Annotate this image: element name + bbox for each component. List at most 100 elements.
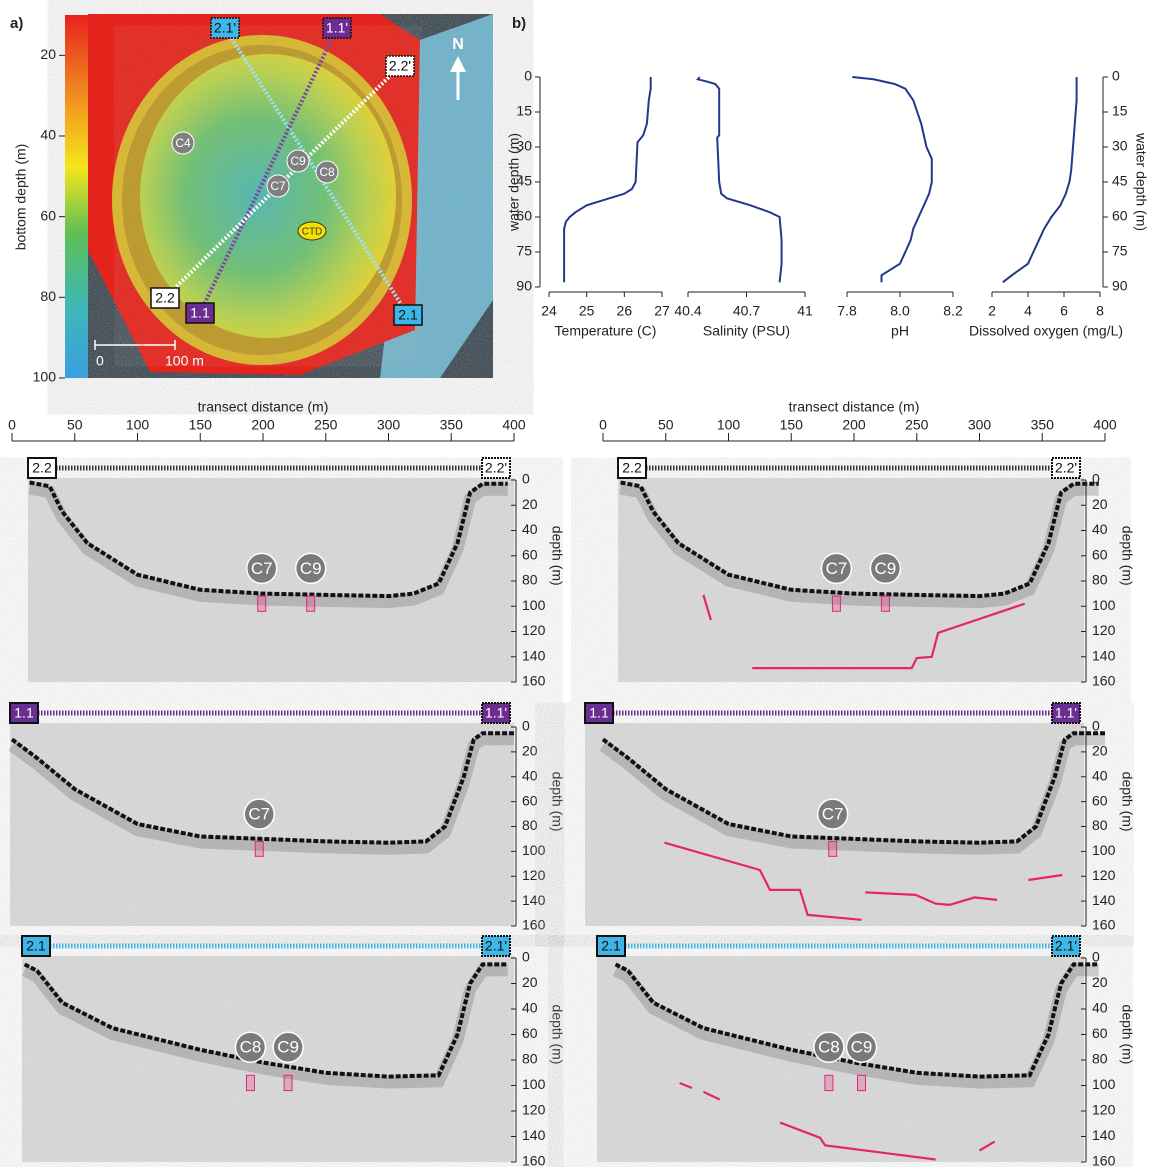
x-tick-label: 40.4 [674,303,701,319]
y-tick-label: 140 [522,647,546,663]
y-tick-label: 0 [522,471,530,487]
horizon-line [702,1090,721,1101]
profile-line [852,76,933,283]
core-marker [272,1031,304,1063]
seismic-noise [597,956,1084,1162]
transect-end [481,702,511,724]
core-box [306,595,316,612]
transect-label: 2.1 [398,307,418,323]
y-tick-label: 100 [33,369,57,385]
y-tick-label: 20 [40,46,56,62]
y-tick-label: 0 [1092,471,1100,487]
seismic-noise [618,478,1084,682]
core-label: C7 [251,559,273,578]
y-tick-label: 0 [522,718,530,734]
horizon-line [779,1121,936,1161]
transect-marker [150,287,180,309]
transect-label: 2.1' [214,20,236,36]
colorbar [65,15,88,378]
y-tick-label: 40 [522,521,538,537]
site-marker [266,174,290,198]
horizon-line [702,594,712,621]
y-axis-label: depth (m) [1119,1005,1135,1065]
x-axis-label: Salinity (PSU) [703,323,790,339]
transect-label: 1.1 [190,305,210,321]
x-tick-label: 250 [905,417,929,433]
y-tick-label: 160 [1092,1153,1116,1167]
y-tick-label: 40 [1092,767,1108,783]
x-tick-label: 4 [1024,303,1032,319]
core-box [831,595,841,612]
y-tick-label: 80 [522,1051,538,1067]
core-marker [813,1031,845,1063]
y-tick-label: 40 [522,1000,538,1016]
x-tick-label: 350 [440,417,464,433]
transect-start [584,702,614,724]
x-tick-label: 8.2 [943,303,963,319]
y-tick-label: 60 [516,208,532,224]
y-tick-label: 30 [516,138,532,154]
x-tick-label: 25 [579,303,595,319]
y-axis-label: depth (m) [549,526,565,586]
profile-line [696,76,783,283]
site-marker [286,149,310,173]
seafloor [614,962,1099,1079]
x-tick-label: 300 [968,417,992,433]
y-tick-label: 40 [40,127,56,143]
transect-marker [385,55,415,77]
horizon-line [865,891,998,907]
y-tick-label: 60 [1092,1025,1108,1041]
y-tick-label: 160 [1092,917,1116,933]
transect-start [9,702,39,724]
core-marker [816,798,849,830]
transect-end [1051,457,1081,479]
core-box [254,840,264,857]
x-tick-label: 400 [502,417,526,433]
x-tick-label: 250 [314,417,338,433]
y-tick-label: 100 [1092,842,1116,858]
y2-axis-label: water depth (m) [1133,132,1149,231]
x-tick-label: 100 [126,417,150,433]
horizon-line [752,602,1026,670]
transect-start [596,935,626,957]
x-tick-label: 300 [377,417,401,433]
x-tick-label: 50 [67,417,83,433]
horizon-line [1028,873,1063,882]
x-tick-label: 26 [617,303,633,319]
x-axis-label: transect distance (m) [789,399,920,415]
y-tick-label: 15 [516,103,532,119]
seafloor [620,480,1099,599]
transect-end-label: 2.2' [485,460,507,476]
transect-start-label: 2.1 [601,938,621,954]
site-marker [315,160,339,184]
core-label: C7 [822,805,844,824]
profile-line [1002,77,1078,284]
y-tick-label: 100 [1092,1076,1116,1092]
x-tick-label: 50 [658,417,674,433]
x-tick-label: 0 [599,417,607,433]
y-tick-label: 120 [522,622,546,638]
y-tick-label: 80 [1092,817,1108,833]
transect-end-label: 2.1' [1055,938,1077,954]
transect-marker [185,302,215,324]
y-tick-label: 20 [522,974,538,990]
horizon-line [978,1140,996,1152]
y-tick-label: 80 [1092,1051,1108,1067]
panel-label: a) [10,15,23,32]
transect-start [617,457,647,479]
core-label: C8 [240,1038,262,1057]
y-axis-label: water depth (m) [506,133,522,232]
transect-label: 2.2 [155,290,175,306]
y2-tick-label: 15 [1112,103,1128,119]
x-tick-label: 40.7 [733,303,760,319]
y-tick-label: 60 [40,207,56,223]
y-tick-label: 120 [1092,867,1116,883]
x-tick-label: 8 [1096,303,1104,319]
y-tick-label: 60 [522,1025,538,1041]
core-marker [294,552,327,585]
ctd-marker [297,221,327,241]
x-tick-label: 2 [988,303,996,319]
x-tick-label: 400 [1093,417,1117,433]
scale-label: 0 [96,353,104,369]
x-tick-label: 150 [189,417,213,433]
